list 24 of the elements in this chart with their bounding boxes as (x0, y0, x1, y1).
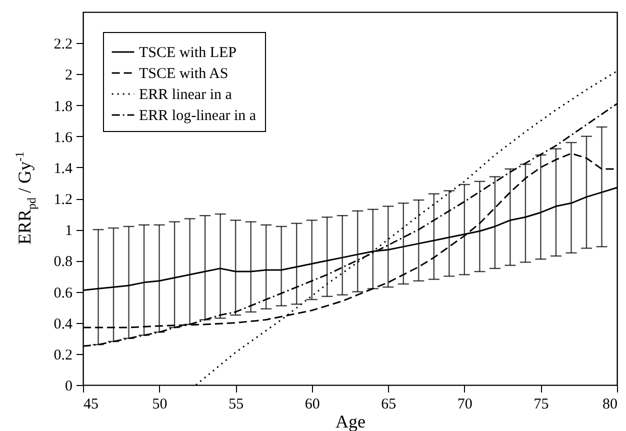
y-tick-label: 1.2 (54, 192, 72, 208)
y-tick-label: 2.2 (54, 36, 72, 53)
x-tick-label: 65 (381, 396, 396, 412)
y-tick-label: 0.6 (54, 285, 73, 302)
x-tick-label: 75 (534, 396, 549, 412)
y-tick-label: 2 (65, 68, 72, 84)
y-tick-label: 0 (65, 378, 72, 394)
x-tick-label: 80 (602, 396, 618, 412)
legend-label: ERR linear in a (139, 87, 232, 103)
legend-label: TSCE with AS (139, 66, 228, 82)
legend-label: ERR log-linear in a (139, 108, 256, 124)
x-tick-label: 60 (304, 396, 320, 412)
x-tick-label: 50 (152, 396, 168, 412)
y-tick-label: 1.8 (54, 98, 72, 115)
y-tick-label: 1.4 (54, 160, 73, 177)
x-tick-label: 55 (228, 396, 244, 412)
legend-label: TSCE with LEP (139, 45, 237, 61)
y-tick-label: 0.8 (54, 254, 72, 270)
y-tick-label: 0.2 (54, 347, 72, 364)
x-tick-label: 70 (457, 396, 472, 412)
x-tick-label: 45 (84, 396, 98, 412)
y-tick-label: 1 (65, 223, 72, 240)
y-tick-label: 1.6 (54, 130, 73, 146)
y-tick-label: 0.4 (54, 316, 73, 332)
